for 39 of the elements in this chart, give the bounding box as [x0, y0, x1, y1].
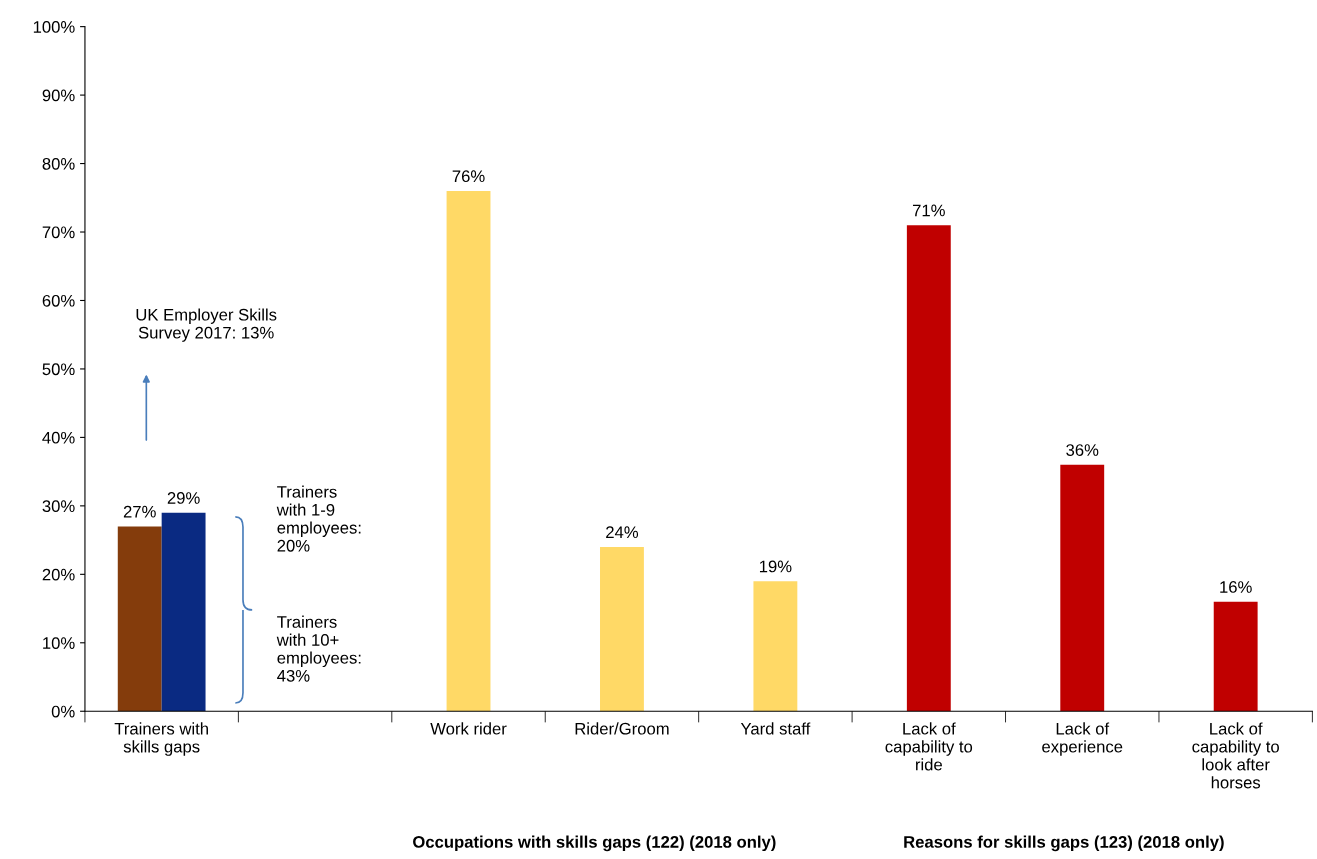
bar — [161, 512, 206, 712]
bar — [1060, 464, 1105, 712]
text: Occupations with skills gaps (122) (2018 only) — [413, 835, 776, 852]
annotation: UK Employer Skills Survey 2017: 13% — [136, 308, 277, 342]
y-tick-label: 40% — [42, 431, 75, 444]
text: Reasons for skills gaps (123) (2018 only) — [904, 835, 1224, 852]
data-label: 36% — [1066, 444, 1099, 456]
x-tick-label: Work rider — [430, 722, 507, 735]
bar — [117, 526, 162, 712]
y-tick-label: 20% — [42, 568, 75, 581]
y-tick-label: 10% — [43, 637, 75, 649]
x-tick-label: Lack of capability to ride — [885, 722, 973, 771]
y-tick-label: 70% — [42, 226, 75, 239]
y-tick-label: 0% — [51, 705, 75, 718]
data-label: 16% — [1220, 581, 1252, 593]
annotation: Trainers with 10+ employees: 43% — [276, 615, 361, 682]
x-tick-label: Rider/Groom — [575, 722, 669, 735]
y-tick-label: 60% — [42, 294, 75, 307]
y-tick-label: 30% — [42, 500, 75, 513]
x-tick-label: Lack of experience — [1042, 722, 1123, 756]
bar — [446, 190, 491, 712]
x-tick-label: Yard staff — [740, 722, 811, 735]
x-tick-label: Lack of capability to look after horses — [1192, 722, 1279, 789]
y-tick-label: 80% — [42, 157, 75, 170]
data-label: 24% — [606, 526, 639, 539]
bar — [1213, 601, 1258, 712]
bar — [906, 225, 951, 712]
x-tick-label: Trainers with skills gaps — [114, 722, 208, 756]
data-label: 27% — [123, 505, 156, 518]
data-label: 29% — [167, 492, 200, 504]
bar — [753, 581, 798, 712]
annotation: Trainers with 1-9 employees: 20% — [276, 485, 361, 552]
data-label: 19% — [759, 560, 792, 573]
y-tick-label: 90% — [42, 89, 75, 102]
y-tick-label: 50% — [42, 363, 75, 376]
data-label: 76% — [452, 170, 485, 183]
y-tick-label: 100% — [33, 21, 75, 33]
bar — [600, 546, 644, 712]
data-label: 71% — [912, 204, 945, 217]
